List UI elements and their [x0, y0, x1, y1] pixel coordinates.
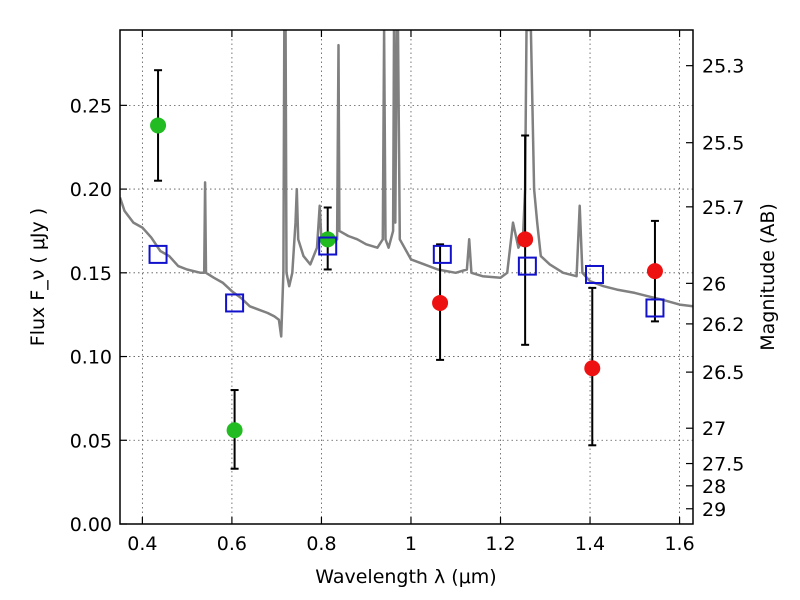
model-point — [585, 264, 605, 284]
y2-tick-label: 27 — [702, 418, 726, 440]
y2-axis-label: Magnitude (AB) — [757, 203, 779, 351]
model-point — [517, 256, 537, 276]
x-tick-label: 1.4 — [575, 533, 605, 555]
y2-tick-label: 25.7 — [702, 197, 744, 219]
x-tick-label: 0.8 — [306, 533, 336, 555]
model-point — [432, 244, 452, 264]
y2-tick-label: 26.5 — [702, 362, 744, 384]
model-point — [318, 236, 338, 256]
y-tick-label: 0.15 — [70, 263, 112, 285]
y2-tick-label: 28 — [702, 476, 726, 498]
model-point — [645, 298, 665, 318]
model-point — [225, 293, 245, 313]
y2-tick-label: 25.5 — [702, 133, 744, 155]
y-tick-label: 0.20 — [70, 179, 112, 201]
data-point — [226, 422, 243, 439]
data-point — [432, 294, 449, 311]
data-point — [584, 360, 601, 377]
axis-ticks: 0.4 0.6 0.8 1 1.2 1.4 1.6 0.00 0.05 0.10 0.15 0.20 0… — [70, 30, 744, 555]
data-point — [319, 231, 336, 248]
y-tick-label: 0.25 — [70, 95, 112, 117]
y-axis-label: Flux F_ν ( μJy ) — [27, 208, 49, 346]
data-point — [646, 263, 663, 280]
model-spectrum-line — [120, 30, 693, 338]
y2-tick-label: 26.2 — [702, 314, 744, 336]
x-tick-label: 0.6 — [217, 533, 247, 555]
x-tick-label: 1.2 — [485, 533, 515, 555]
y-tick-label: 0.00 — [70, 514, 112, 536]
y2-tick-label: 26 — [702, 273, 726, 295]
data-point — [517, 231, 534, 248]
y-tick-label: 0.05 — [70, 430, 112, 452]
x-tick-label: 1 — [405, 533, 417, 555]
y-tick-label: 0.10 — [70, 347, 112, 369]
data-point — [150, 117, 167, 134]
x-tick-label: 1.6 — [664, 533, 694, 555]
y2-tick-label: 27.5 — [702, 454, 744, 476]
plot-data — [120, 30, 693, 470]
y2-tick-label: 25.3 — [702, 56, 744, 78]
y2-tick-label: 29 — [702, 499, 726, 521]
x-tick-label: 0.4 — [127, 533, 157, 555]
plot-frame — [119, 29, 694, 525]
model-point — [148, 244, 168, 264]
x-axis-label: Wavelength λ (μm) — [315, 566, 496, 588]
